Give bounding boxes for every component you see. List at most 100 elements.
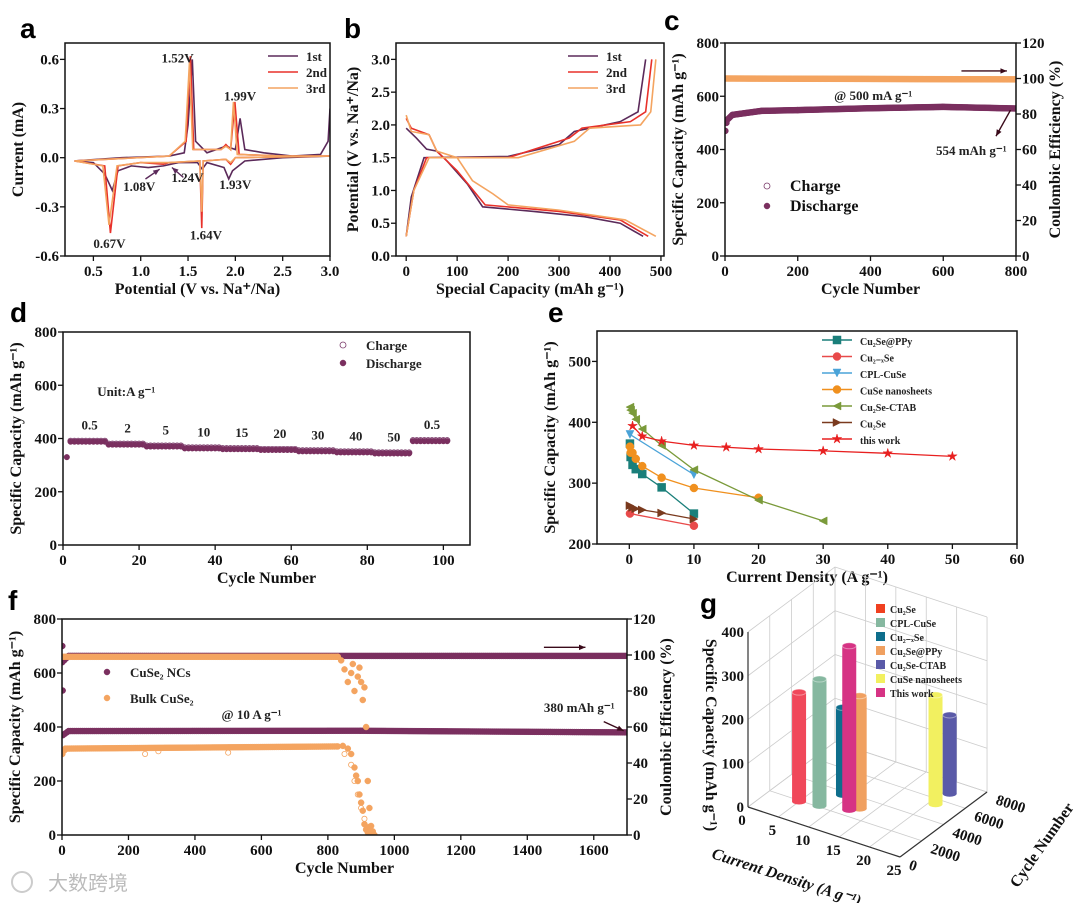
legend-label: Cu₂₋ₓSe [890,633,924,644]
grid-line [747,806,901,858]
y-tick-label: 600 [697,89,720,105]
legend-marker [339,341,347,349]
data-point-tri-left [689,465,699,475]
y-tick-label: 600 [34,666,57,682]
y-tick-label: 800 [697,36,720,52]
y-tick-label: 8000 [994,793,1027,817]
chart-c [720,42,1021,261]
y2-tick-label: 40 [633,756,648,772]
x-tick-label: 1400 [512,843,542,859]
grid-line [834,654,988,705]
rate-label: 20 [273,426,286,441]
data-point [364,777,372,785]
y2-tick-label: 120 [633,612,656,628]
x-tick-label: 40 [880,552,895,568]
data-point [358,805,365,812]
y2-tick-label: 40 [1022,178,1037,194]
y-tick-label: -0.3 [35,200,59,216]
x-tick-label: 100 [446,264,469,280]
legend-label: Cu₂Se-CTAB [890,661,946,672]
x-tick-label: 200 [787,264,810,280]
data-point-discharge [406,450,413,457]
legend-label: 1st [306,49,323,64]
x-tick-label: 400 [184,843,207,859]
chart-f [57,618,632,840]
x-axis-label: Current Density (A g⁻¹) [726,569,888,586]
legend-swatch [876,688,885,697]
legend-marker [832,352,842,361]
chart-d [58,331,471,550]
y-tick-label: 2000 [929,841,962,865]
x-tick-label: 400 [859,264,882,280]
series-group [62,642,627,835]
y-tick-label: 2.5 [371,85,390,101]
legend-swatch [876,660,885,669]
chart-a [60,42,331,261]
data-point [341,751,348,758]
z-tick-label: 300 [722,669,745,685]
bar-5 [928,694,943,805]
x-tick-label: 1600 [579,843,609,859]
rate-label: 30 [311,427,324,442]
legend-marker [832,401,842,411]
data-point [366,804,373,812]
data-point-tri-right [657,508,667,518]
y2-tick-label: 20 [1022,214,1037,230]
x-tick-label: 20 [751,552,766,568]
z-axis-label: Specific Capacity (mAh g⁻¹) [702,639,719,831]
data-point-discharge [444,438,451,445]
data-point [354,791,361,798]
watermark: 大数跨境 [48,871,128,895]
legend-label: CuSe nanosheets [860,387,932,398]
arrow-head-icon [995,129,1002,137]
y-tick-label: 400 [34,720,57,736]
y-tick-label: 0.5 [371,216,390,232]
x-axis-label: Cycle Number [821,281,920,298]
legend-label: This work [890,689,934,700]
chart-b [391,42,665,261]
rate-label: 10 [197,424,210,439]
y-tick-label: 400 [35,432,58,448]
y2-tick-label: 20 [633,792,648,808]
series-line-2 [405,59,657,237]
grid-line [899,791,988,858]
data-point [155,748,162,755]
data-point [352,772,360,779]
x-tick-label: 200 [117,843,140,859]
plot-frame [64,42,331,257]
y-tick-label: 0 [712,249,720,265]
legend-marker [832,385,842,394]
annotation: 1.08V [123,179,156,194]
bar-top [841,642,857,650]
rate-label: 2 [124,421,131,436]
y2-tick-label: 0 [1022,249,1030,265]
y2-tick-label: 120 [1022,36,1045,52]
data-point-tri-right [631,504,641,514]
series-line-1 [405,118,649,238]
data-point [354,673,362,680]
y-tick-label: 4000 [950,825,983,849]
legend-label: 1st [606,49,623,64]
y-tick-label: 400 [697,143,720,159]
legend-label: CuSe₂ NCs [130,665,191,680]
x-tick-label: 0 [59,553,67,569]
x-tick-label: 2.5 [273,264,292,280]
data-point-star [720,441,732,452]
plot-frame [596,330,1018,545]
grid-line [834,610,988,662]
x-tick-label: 15 [826,843,841,859]
data-point [362,723,370,731]
y2-tick-label: 100 [633,648,656,664]
arrow-head-icon [1000,68,1007,74]
x-axis-label: Cycle Number [217,570,316,587]
y-tick-label: 1.5 [371,151,390,167]
y2-tick-label: 60 [633,720,648,736]
plot-frame [61,618,628,836]
legend-marker [763,182,771,190]
legend-marker [103,694,111,702]
x-axis-label: Potential (V vs. Na⁺/Na) [115,281,280,298]
annotation: 1.99V [224,88,257,103]
data-point-circle [689,483,699,493]
panel-label-a: a [20,13,36,44]
series-line-0 [405,127,644,238]
